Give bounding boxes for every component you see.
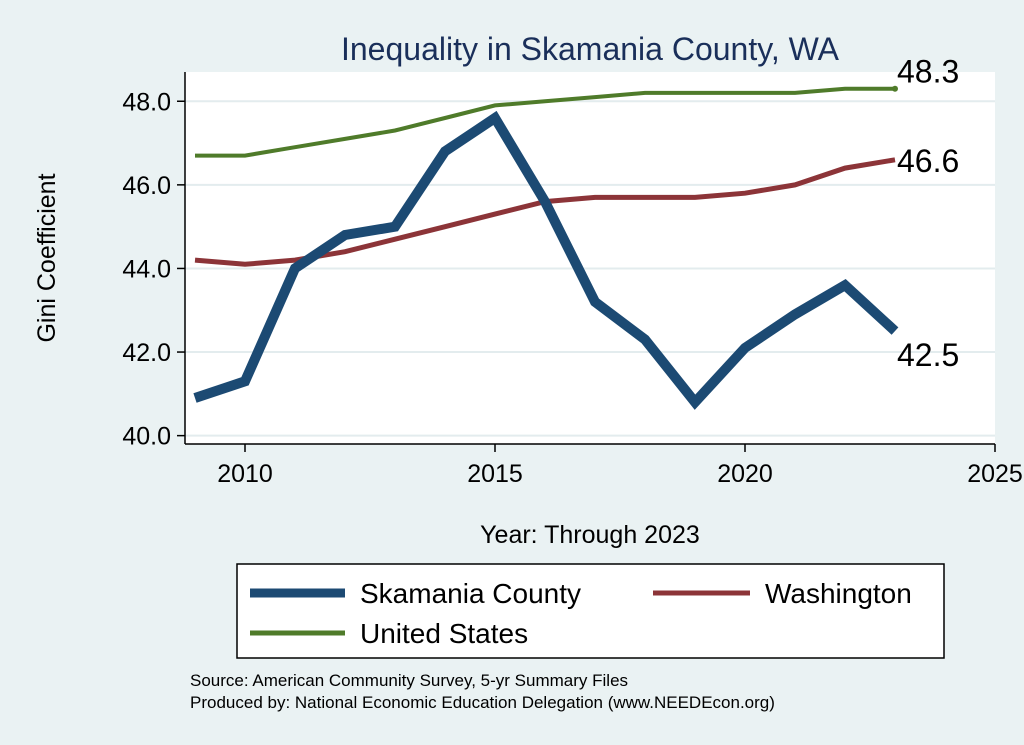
y-tick-label: 40.0	[122, 423, 171, 451]
x-tick-label: 2015	[467, 460, 523, 488]
series-line-united-states	[195, 86, 895, 158]
legend-label-skamania: Skamania County	[360, 578, 581, 609]
end-label-skamania: 42.5	[897, 337, 959, 373]
series-lines	[193, 85, 899, 410]
source-note: Source: American Community Survey, 5-yr …	[190, 671, 628, 690]
y-tick-label: 42.0	[122, 339, 171, 367]
legend-label-washington: Washington	[765, 578, 912, 609]
series-line-skamania	[193, 110, 899, 410]
x-axis-title: Year: Through 2023	[480, 521, 700, 549]
y-axis-title: Gini Coefficient	[33, 173, 61, 342]
legend-box	[236, 563, 945, 659]
y-tick-label: 46.0	[122, 172, 171, 200]
x-tick-label: 2025	[967, 460, 1023, 488]
end-labels: 42.5 46.6 48.3	[897, 54, 959, 373]
legend: Skamania County Washington United States	[236, 563, 945, 659]
x-tick-label: 2010	[217, 460, 273, 488]
y-tick-label: 48.0	[122, 88, 171, 116]
end-marker	[892, 85, 898, 92]
chart-title: Inequality in Skamania County, WA	[341, 31, 840, 67]
y-tick-label: 44.0	[122, 255, 171, 283]
end-label-washington: 46.6	[897, 143, 959, 179]
axes: 40.0 42.0 44.0 46.0 48.0 2010 2015 2020 2025	[122, 72, 1023, 488]
legend-label-united-states: United States	[360, 618, 528, 649]
grid-lines	[185, 100, 995, 437]
end-label-united-states: 48.3	[897, 54, 959, 90]
x-tick-label: 2020	[717, 460, 773, 488]
producer-note: Produced by: National Economic Education…	[190, 693, 775, 712]
